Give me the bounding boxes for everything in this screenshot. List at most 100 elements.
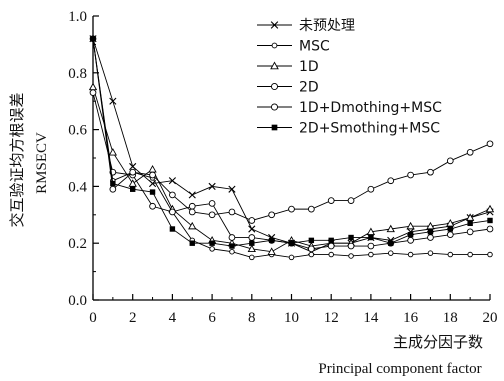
y-tick-label: 0.6	[68, 123, 87, 139]
square-marker	[427, 229, 434, 235]
legend-entry: 1D+Dmothing+MSC	[257, 100, 442, 116]
x-tick-label: 14	[363, 310, 379, 326]
series-5	[89, 35, 494, 224]
x-marker	[208, 182, 216, 190]
triangle-marker	[108, 147, 118, 156]
circle-marker	[248, 217, 256, 224]
legend-label: 2D+Smothing+MSC	[299, 121, 440, 137]
x-marker	[129, 162, 137, 171]
circle-marker	[467, 251, 473, 258]
circle-marker	[466, 148, 474, 156]
circle-marker	[228, 234, 236, 241]
y-tick-label: 0.2	[68, 236, 87, 252]
square-marker	[447, 226, 453, 232]
triangle-marker	[485, 204, 495, 213]
triangle-marker	[426, 221, 435, 230]
x-marker	[109, 97, 117, 105]
triangle-marker	[386, 224, 395, 233]
series-6	[90, 36, 493, 249]
y-tick-label: 0.4	[68, 179, 87, 195]
circle-marker	[427, 168, 434, 176]
circle-marker	[208, 200, 216, 207]
x-marker	[270, 21, 279, 29]
x-tick-label: 18	[443, 310, 458, 326]
square-marker	[487, 217, 493, 224]
circle-marker	[169, 208, 176, 216]
circle-marker	[328, 251, 334, 258]
triangle-marker	[148, 165, 157, 173]
circle-marker	[367, 242, 375, 250]
x-tick-label: 16	[403, 310, 419, 326]
circle-marker	[149, 202, 156, 210]
circle-marker	[347, 197, 355, 204]
circle-marker	[487, 251, 493, 258]
legend-entry: 未预处理	[257, 18, 355, 34]
legend: 未预处理 MSC 1D 2D 1D+Dmothing+MSC 2D+Smothing+MS…	[257, 18, 442, 137]
x-tick-label: 2	[129, 310, 137, 326]
square-marker	[229, 243, 235, 249]
circle-marker	[486, 140, 494, 148]
square-marker	[169, 226, 176, 232]
triangle-marker	[88, 82, 98, 91]
x-tick-label: 20	[483, 310, 498, 326]
square-marker	[288, 240, 295, 246]
circle-marker	[347, 242, 355, 250]
circle-marker	[229, 248, 235, 255]
legend-entry: 2D	[257, 80, 319, 96]
circle-marker	[129, 168, 137, 176]
square-marker	[130, 186, 136, 192]
circle-marker	[208, 211, 216, 219]
y-axis-title-cn: 交互验证均方根误差	[8, 92, 26, 227]
circle-marker	[188, 202, 196, 210]
square-marker	[368, 234, 374, 241]
circle-marker	[271, 83, 278, 90]
triangle-marker	[465, 213, 475, 221]
circle-marker	[271, 103, 278, 111]
circle-marker	[169, 191, 176, 199]
circle-marker	[407, 171, 414, 179]
square-marker	[110, 180, 116, 187]
circle-marker	[387, 177, 395, 185]
x-axis-title-en: Principal component factor	[318, 361, 481, 377]
y-tick-label: 0.8	[68, 66, 87, 82]
axis-ticks: 0 2 4 6 8 10 12 14 16 18 20 0.0 0.2 0.4 0.6 0.8 1.0	[68, 9, 497, 326]
circle-marker	[446, 231, 454, 239]
x-tick-label: 4	[169, 310, 177, 326]
triangle-marker	[406, 221, 415, 230]
y-tick-label: 0.0	[68, 293, 87, 309]
circle-marker	[486, 225, 494, 233]
triangle-marker	[247, 244, 256, 253]
series-layer	[88, 35, 495, 261]
circle-marker	[188, 208, 196, 216]
x-marker	[188, 191, 196, 199]
square-marker	[328, 237, 334, 244]
x-tick-label: 6	[208, 310, 216, 326]
square-marker	[308, 237, 315, 244]
series-line	[92, 38, 491, 247]
circle-marker	[466, 228, 474, 236]
circle-marker	[89, 89, 97, 97]
x-tick-label: 12	[324, 310, 339, 326]
x-marker	[248, 225, 256, 233]
x-tick-label: 10	[284, 310, 299, 326]
circle-marker	[308, 245, 315, 253]
legend-entry: MSC	[257, 39, 330, 55]
triangle-marker	[128, 179, 137, 187]
square-marker	[348, 234, 354, 241]
triangle-marker	[270, 61, 279, 70]
square-marker	[407, 231, 414, 238]
circle-marker	[288, 254, 295, 261]
legend-label: 未预处理	[299, 18, 355, 34]
circle-marker	[109, 185, 117, 193]
square-marker	[388, 240, 394, 246]
legend-label: 2D	[299, 80, 319, 96]
circle-marker	[248, 234, 256, 241]
series-1	[89, 35, 494, 256]
legend-label: 1D	[299, 59, 319, 75]
legend-entry: 1D	[257, 59, 319, 75]
circle-marker	[149, 171, 156, 179]
circle-marker	[388, 250, 394, 256]
square-marker	[271, 124, 278, 131]
circle-marker	[367, 185, 375, 193]
